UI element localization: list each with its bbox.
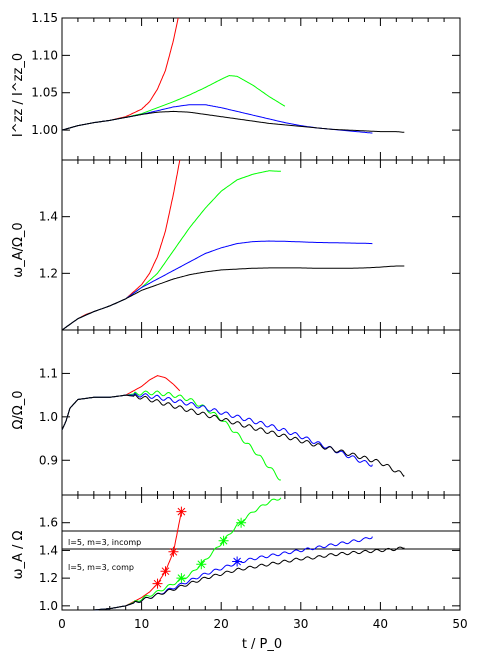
ylabel-panel-1: I^zz / I^zz_0 (11, 53, 26, 137)
panel-2-series-4-line (61, 265, 405, 331)
panel-4-series-1-marker (168, 546, 179, 557)
panel-4-series-1-line (62, 511, 182, 611)
panel-2-series-1-line (61, 159, 181, 331)
panel-3-frame (61, 329, 461, 496)
ylabel-panel-3: Ω/Ω_0 (11, 390, 26, 429)
x-tick-label: 30 (293, 617, 308, 631)
panel-4-series-3-marker (232, 556, 243, 567)
x-tick-label: 40 (373, 617, 388, 631)
panel-4-series-2-marker (176, 573, 187, 584)
annotation-incomp: l=5, m=3, incomp (68, 538, 141, 547)
y-tick-label: 1.4 (39, 543, 58, 557)
y-tick-label: 1.6 (39, 516, 58, 530)
x-tick-label: 20 (214, 617, 229, 631)
panel-4-series-1-marker (152, 578, 163, 589)
panel-4-series-1-marker (160, 566, 171, 577)
panel-2-series-3-line (61, 240, 373, 331)
panel-4-series-2-marker (196, 559, 207, 570)
ylabel-panel-4: ω_A / Ω (11, 531, 26, 580)
y-tick-label: 1.00 (31, 123, 58, 137)
ylabel-panel-2: ω_A/Ω_0 (11, 222, 26, 277)
y-tick-label: 1.0 (39, 599, 58, 613)
panel-3-series-2-line (61, 390, 282, 481)
panel-4-series-2-marker (236, 517, 247, 528)
panel-3-series-4-line (61, 393, 405, 478)
panel-4-series-1-marker (176, 506, 187, 517)
x-tick-label: 10 (134, 617, 149, 631)
panel-4-frame (61, 494, 461, 611)
y-tick-label: 1.2 (39, 571, 58, 585)
panel-1-series-1-line (61, 17, 179, 131)
panel-2-series-2-line (61, 170, 281, 331)
panel-4-series-2-marker (218, 535, 229, 546)
y-tick-label: 1.10 (31, 48, 58, 62)
y-tick-label: 1.05 (31, 86, 58, 100)
y-tick-label: 1.0 (39, 410, 58, 424)
x-tick-label: 0 (58, 617, 66, 631)
panel-1-series-4-line (61, 110, 405, 133)
x-tick-label: 50 (452, 617, 467, 631)
y-tick-label: 1.2 (39, 266, 58, 280)
annotation-comp: l=5, m=3, comp (68, 563, 134, 572)
panel-1-frame (61, 17, 461, 161)
y-tick-label: 1.15 (31, 11, 58, 25)
y-tick-label: 1.1 (39, 366, 58, 380)
xlabel: t / P_0 (242, 637, 282, 652)
panel-4-series-4-line (62, 546, 405, 611)
panel-3-series-3-line (61, 392, 373, 467)
y-tick-label: 1.4 (39, 210, 58, 224)
panel-3-series-1-line (61, 375, 181, 431)
panel-2-frame (61, 159, 461, 331)
y-tick-label: 0.9 (39, 453, 58, 467)
